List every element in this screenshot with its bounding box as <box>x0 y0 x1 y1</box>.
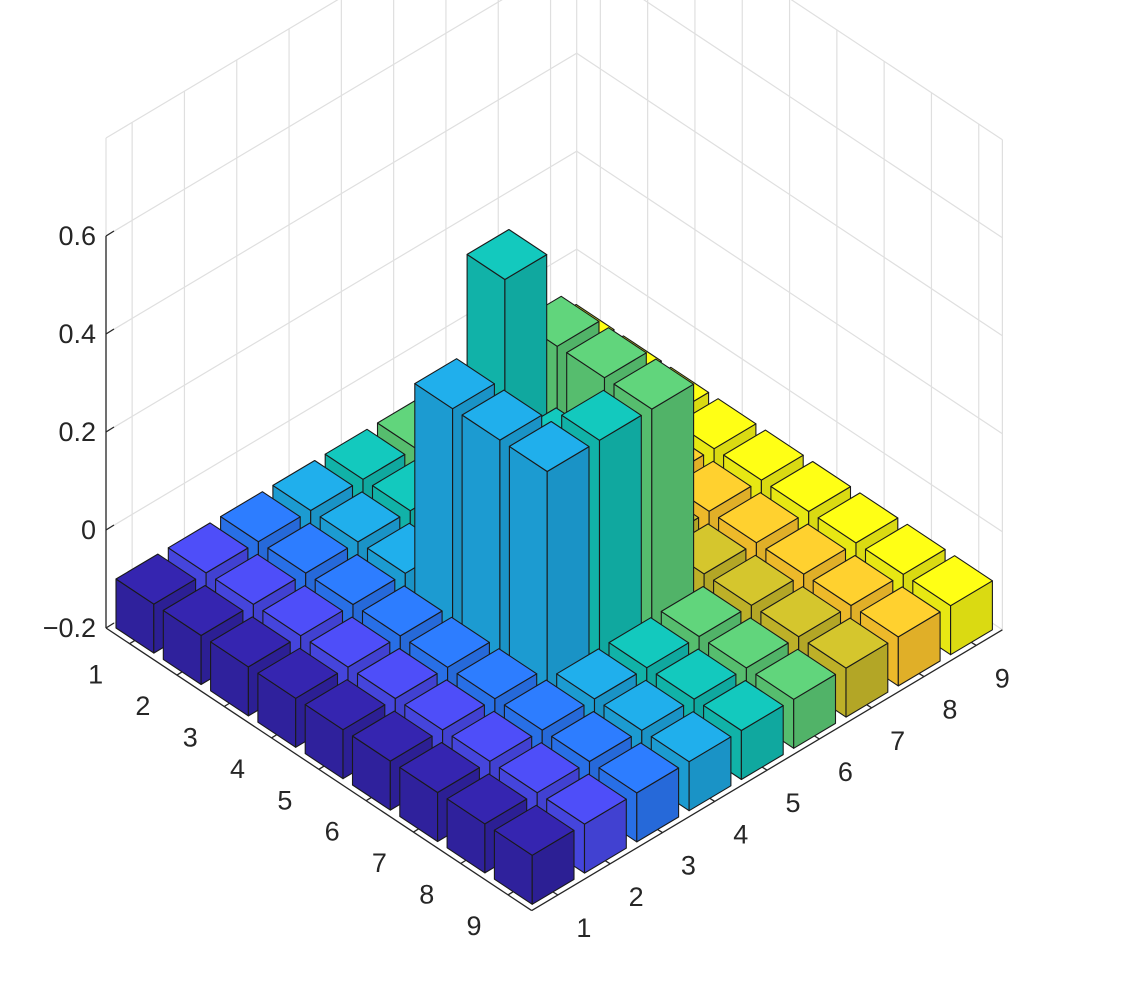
z-tick <box>105 230 115 237</box>
bar-top-face <box>807 617 889 669</box>
bar-top-face <box>210 616 291 668</box>
row-tick-label: 5 <box>277 785 292 815</box>
z-gridline <box>105 0 1003 239</box>
row-tick-label: 3 <box>183 723 198 753</box>
bar-top-face <box>409 616 490 668</box>
column-tick-label: 1 <box>576 913 591 943</box>
bar-top-face <box>309 616 391 668</box>
bar-top-face <box>566 327 647 379</box>
column-tick-label: 9 <box>995 663 1010 693</box>
bar-top-face <box>257 647 339 699</box>
bar-top-face <box>551 710 632 763</box>
column-tick-label: 7 <box>890 726 905 756</box>
z-tick <box>105 426 115 433</box>
bar-top-face <box>561 389 642 441</box>
bar-top-face <box>461 389 543 441</box>
bar-top-face <box>812 554 894 607</box>
bar-top-face <box>508 420 590 473</box>
row-tick-label: 8 <box>419 880 434 910</box>
bar-top-face <box>404 679 485 731</box>
bar-top-face <box>314 553 396 606</box>
row-tick-label: 7 <box>372 848 387 878</box>
bar-top-face <box>770 460 852 513</box>
bar-top-face <box>324 428 406 480</box>
row-tick-label: 6 <box>325 817 340 847</box>
tick-labels: 0.6 0.4 0.2 0 −0.2 1 2 3 4 5 6 7 8 9 1 2 3 4 5 6 7 8 9 <box>43 221 1010 943</box>
z-tick-label: −0.2 <box>43 613 96 643</box>
column-tick-label: 5 <box>786 788 801 818</box>
column-tick-label: 4 <box>733 819 748 849</box>
bar-top-face <box>760 586 842 638</box>
bar-top-face <box>446 773 528 825</box>
z-tick <box>105 328 115 335</box>
bar-top-face <box>912 555 993 607</box>
bar-top-face <box>755 648 837 700</box>
bar-top-face <box>466 228 548 281</box>
z-tick-label: 0 <box>81 515 96 545</box>
bar-top-face <box>650 711 732 763</box>
bar-top-face <box>356 647 438 700</box>
bar-top-face <box>319 491 401 543</box>
column-tick-label: 3 <box>681 851 696 881</box>
bar-top-face <box>703 679 784 732</box>
bar <box>493 804 575 905</box>
bar-top-face <box>267 522 349 574</box>
bar-top-face <box>708 617 789 669</box>
bar-top-face <box>718 492 799 544</box>
bar-top-face <box>655 648 737 700</box>
bar-top-face <box>546 773 627 825</box>
z-tick-label: 0.6 <box>58 221 96 251</box>
row-tick-label: 2 <box>135 691 150 721</box>
bar-top-face <box>493 804 575 856</box>
row-tick-label: 9 <box>467 911 482 941</box>
row-tick-label: 4 <box>230 754 245 784</box>
column-tick-label: 6 <box>838 757 853 787</box>
bar-top-face <box>399 741 480 794</box>
column-tick-label: 8 <box>942 695 957 725</box>
bar-top-face <box>262 585 344 637</box>
bar-top-face <box>817 492 899 544</box>
z-tick-label: 0.2 <box>58 417 96 447</box>
bar-top-face <box>361 585 443 637</box>
bar-top-face <box>115 553 197 605</box>
bar-top-face <box>613 358 695 410</box>
bar-top-face <box>723 429 804 481</box>
z-tick <box>105 524 115 531</box>
bar <box>613 358 695 655</box>
row-tick-label: 1 <box>88 660 103 690</box>
bar-top-face <box>304 679 386 731</box>
bar-top-face <box>162 584 244 637</box>
bar-top-face <box>765 523 847 575</box>
bar-top-face <box>660 585 742 638</box>
bar-top-face <box>713 554 794 606</box>
bar-top-face <box>272 459 354 512</box>
z-tick <box>105 622 115 629</box>
bar-top-face <box>556 648 637 700</box>
bar-top-face <box>414 358 495 410</box>
bar-top-face <box>675 398 757 450</box>
bar-top-face <box>451 710 533 762</box>
bar-top-face <box>859 586 941 638</box>
bar-top-face <box>220 491 301 543</box>
column-tick-label: 2 <box>629 882 644 912</box>
bar-top-face <box>603 679 685 731</box>
bar-top-face <box>167 522 249 574</box>
bar-top-face <box>503 679 585 731</box>
z-tick-label: 0.4 <box>58 319 96 349</box>
bar-top-face <box>498 742 580 794</box>
bar-top-face <box>864 523 946 575</box>
bar-top-face <box>608 617 690 669</box>
bar-top-face <box>215 553 296 605</box>
z-gridline <box>105 0 1003 141</box>
bar-top-face <box>351 710 433 762</box>
bar-top-face <box>456 648 538 700</box>
bar-top-face <box>598 742 680 794</box>
bars <box>115 228 993 905</box>
